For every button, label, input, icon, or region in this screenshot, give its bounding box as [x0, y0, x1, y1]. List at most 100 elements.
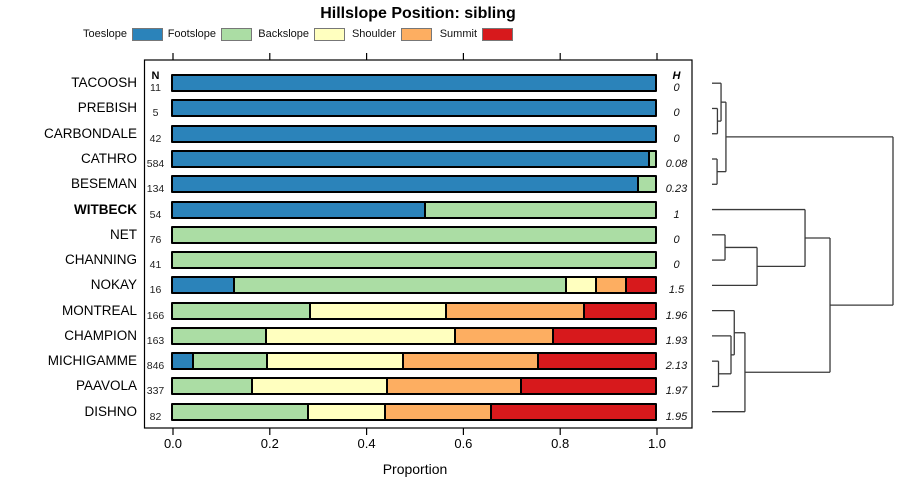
x-tick-label: 0.6	[454, 436, 473, 451]
legend-label: Backslope	[258, 28, 309, 40]
bar-segment-toeslope	[173, 76, 655, 91]
bar-segment-shoulder	[383, 404, 490, 419]
bar-segment-shoulder	[454, 328, 552, 343]
x-tick-label: 1.0	[647, 436, 667, 451]
row-label: MONTREAL	[61, 302, 137, 318]
stacked-bar	[171, 200, 657, 219]
h-value: 0	[673, 132, 680, 145]
h-value: 0	[673, 259, 680, 272]
row-label: TACOOSH	[71, 75, 137, 91]
h-value: 0.08	[665, 158, 688, 170]
stacked-bar	[171, 276, 657, 295]
bar-segment-summit	[582, 303, 655, 318]
n-column-header: N	[151, 70, 160, 82]
stacked-bar	[171, 124, 657, 143]
x-tick-label: 0.8	[551, 436, 570, 451]
bar-segment-footslope	[173, 404, 308, 419]
bar-segment-footslope	[173, 303, 309, 318]
legend-item: Footslope	[130, 27, 252, 41]
row-label: PREBISH	[77, 100, 137, 116]
row-label: CARBONDALE	[43, 125, 137, 141]
legend-swatch-shoulder	[401, 27, 432, 41]
bar-segment-shoulder	[385, 379, 520, 394]
bar-segment-summit	[519, 379, 655, 394]
x-axis-title: Proportion	[382, 461, 448, 477]
h-value: 1.5	[668, 284, 685, 297]
x-tick-label: 0.2	[260, 436, 279, 451]
stacked-bar	[171, 377, 657, 396]
bar-segment-toeslope	[173, 202, 424, 217]
row-label: DISHNO	[84, 403, 137, 419]
bar-segment-footslope	[423, 202, 655, 217]
bar-segment-footslope	[173, 227, 655, 242]
stacked-bar	[171, 402, 657, 421]
row-label: CHANNING	[64, 252, 137, 268]
n-value: 41	[149, 259, 162, 272]
bar-segment-footslope	[173, 328, 265, 343]
bar-segment-backslope	[266, 354, 402, 369]
row-label: MICHIGAMME	[47, 353, 137, 369]
n-value: 584	[146, 158, 165, 170]
n-value: 337	[146, 385, 165, 398]
stacked-bar	[171, 225, 657, 244]
legend-swatch-footslope	[221, 27, 252, 41]
bar-segment-toeslope	[173, 152, 648, 166]
bar-segment-summit	[551, 328, 655, 343]
h-value: 2.13	[665, 360, 688, 373]
n-value: 76	[149, 233, 162, 246]
row-label: CATHRO	[81, 151, 137, 166]
n-value: 82	[149, 410, 162, 423]
n-value: 163	[146, 334, 165, 347]
bar-segment-backslope	[308, 303, 446, 318]
bar-segment-toeslope	[173, 354, 192, 369]
legend-label: Shoulder	[351, 28, 396, 40]
chart-title: Hillslope Position: sibling	[320, 5, 516, 22]
stacked-bar	[171, 326, 657, 345]
stacked-bar	[171, 301, 657, 320]
bar-segment-footslope	[647, 152, 655, 166]
n-value: 11	[150, 82, 161, 95]
bar-segment-toeslope	[173, 278, 234, 293]
h-value: 0	[673, 233, 680, 246]
bar-segment-summit	[489, 404, 655, 419]
n-value: 54	[149, 208, 162, 221]
h-value: 1	[673, 208, 680, 221]
legend-item: Toeslope	[41, 27, 163, 41]
stacked-bar	[171, 150, 657, 168]
h-value: 1.95	[665, 410, 688, 423]
bar-segment-shoulder	[401, 354, 537, 369]
row-label: CHAMPION	[64, 327, 137, 343]
h-value: 1.96	[665, 309, 688, 322]
bar-segment-toeslope	[173, 126, 655, 141]
h-value: 1.93	[665, 334, 688, 347]
bar-segment-summit	[536, 354, 655, 369]
bar-segment-shoulder	[445, 303, 583, 318]
row-label: NET	[110, 226, 137, 242]
row-label: BESEMAN	[70, 176, 137, 192]
bar-segment-footslope	[233, 278, 565, 293]
legend-swatch-toeslope	[132, 27, 163, 41]
bar-segment-backslope	[564, 278, 595, 293]
legend-label: Summit	[439, 28, 477, 40]
row-label: PAAVOLA	[75, 378, 137, 394]
h-value: 1.97	[665, 385, 688, 398]
bar-segment-shoulder	[594, 278, 626, 293]
n-value: 42	[149, 132, 162, 145]
n-value: 846	[146, 360, 165, 373]
bar-segment-backslope	[250, 379, 386, 394]
h-value: 0.23	[665, 183, 688, 196]
n-value: 166	[146, 309, 165, 322]
bar-segment-backslope	[307, 404, 384, 419]
stacked-bar	[171, 74, 657, 93]
bar-segment-footslope	[637, 177, 655, 192]
stacked-bar	[171, 99, 657, 118]
x-tick-label: 0.4	[357, 436, 376, 451]
bar-segment-footslope	[173, 253, 655, 268]
legend-label: Toeslope	[82, 28, 127, 40]
bar-segment-footslope	[191, 354, 267, 369]
h-value: 0	[673, 107, 680, 120]
n-value: 134	[146, 183, 165, 196]
stacked-bar	[171, 175, 657, 194]
